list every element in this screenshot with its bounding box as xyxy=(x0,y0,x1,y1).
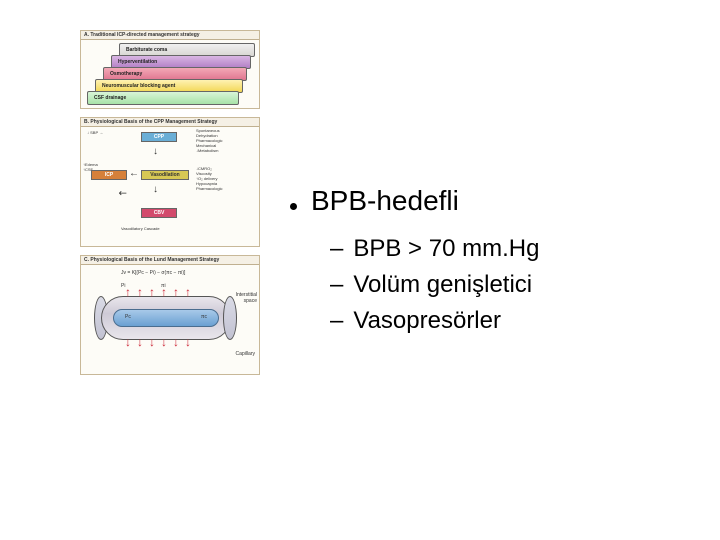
bullet-main-text: BPB-hedefli xyxy=(311,185,459,217)
figure-column: A. Traditional ICP-directed management s… xyxy=(0,30,260,375)
bullet-dot-icon xyxy=(290,203,297,210)
panel-a-stack: Barbiturate coma Hyperventilation Osmoth… xyxy=(85,43,255,105)
bullet-sub-2-text: Volüm genişletici xyxy=(353,271,532,299)
flowbox-vasodilation: Vasodilation xyxy=(141,170,189,180)
arrow-down-icon: ↓ xyxy=(149,338,155,346)
label-pc: Pc xyxy=(125,314,131,320)
label-pi: Pi xyxy=(121,283,125,289)
label-interstitial: Interstitial space xyxy=(236,292,257,304)
arrow-up-icon: ↑ xyxy=(125,288,131,296)
arrow-up-icon: ↑ xyxy=(185,288,191,296)
bullet-sub-1-text: BPB > 70 mm.Hg xyxy=(353,235,539,263)
bullet-sub-3-text: Vasopresörler xyxy=(353,307,501,335)
arrow-left-icon: ← xyxy=(129,168,139,179)
arrow-down-icon: ↓ xyxy=(153,146,158,157)
panel-c: C. Physiological Basis of the Lund Manag… xyxy=(80,255,260,375)
arrow-down-icon: ↓ xyxy=(137,338,143,346)
arrow-up-icon: ↑ xyxy=(137,288,143,296)
arrow-down-icon: ↓ xyxy=(161,338,167,346)
bullet-sub-2: – Volüm genişletici xyxy=(330,271,720,299)
bullet-main: BPB-hedefli xyxy=(290,185,720,217)
flux-arrows-in: ↓ ↓ ↓ ↓ ↓ ↓ xyxy=(125,338,191,346)
bullet-sub-3: – Vasopresörler xyxy=(330,307,720,335)
panel-b-bottom-label: Vasodilatory Cascade xyxy=(121,226,160,231)
layer-csf-drainage: CSF drainage xyxy=(87,91,239,105)
dash-icon: – xyxy=(330,271,343,299)
flowbox-cbv: CBV xyxy=(141,208,177,218)
panel-a: A. Traditional ICP-directed management s… xyxy=(80,30,260,109)
flowbox-cpp: CPP xyxy=(141,132,177,142)
panel-b-topside: Spontaneous Dehydration Pharmacologic Me… xyxy=(196,128,222,153)
panel-a-header: A. Traditional ICP-directed management s… xyxy=(81,31,259,40)
arrow-diag-icon: ↖ xyxy=(116,187,130,201)
panel-b-header: B. Physiological Basis of the CPP Manage… xyxy=(81,118,259,127)
label-capillary: Capillary xyxy=(236,351,255,357)
panel-c-formula: Jv = K[(Pc − Pi) − σ(πc − πi)] xyxy=(121,270,185,276)
panel-b: B. Physiological Basis of the CPP Manage… xyxy=(80,117,260,247)
label-pi-i: πi xyxy=(161,283,166,289)
panel-b-sbp-label: ↓ SBP → xyxy=(87,130,103,135)
arrow-down-icon: ↓ xyxy=(153,184,158,195)
panel-b-midside: ↓CMRO₂ Viscosity ↑O₂ delivery Hypocapnia… xyxy=(196,166,222,191)
arrow-down-icon: ↓ xyxy=(173,338,179,346)
dash-icon: – xyxy=(330,307,343,335)
label-pi-c: πc xyxy=(201,314,207,320)
arrow-up-icon: ↑ xyxy=(173,288,179,296)
text-column: BPB-hedefli – BPB > 70 mm.Hg – Volüm gen… xyxy=(260,30,720,343)
arrow-up-icon: ↑ xyxy=(161,288,167,296)
arrow-up-icon: ↑ xyxy=(149,288,155,296)
panel-c-header: C. Physiological Basis of the Lund Manag… xyxy=(81,256,259,265)
flux-arrows-out: ↑ ↑ ↑ ↑ ↑ ↑ xyxy=(125,288,191,296)
arrow-down-icon: ↓ xyxy=(185,338,191,346)
arrow-down-icon: ↓ xyxy=(125,338,131,346)
bullet-sub-1: – BPB > 70 mm.Hg xyxy=(330,235,720,263)
dash-icon: – xyxy=(330,235,343,263)
slide: A. Traditional ICP-directed management s… xyxy=(0,0,720,540)
flowbox-icp: ICP xyxy=(91,170,127,180)
